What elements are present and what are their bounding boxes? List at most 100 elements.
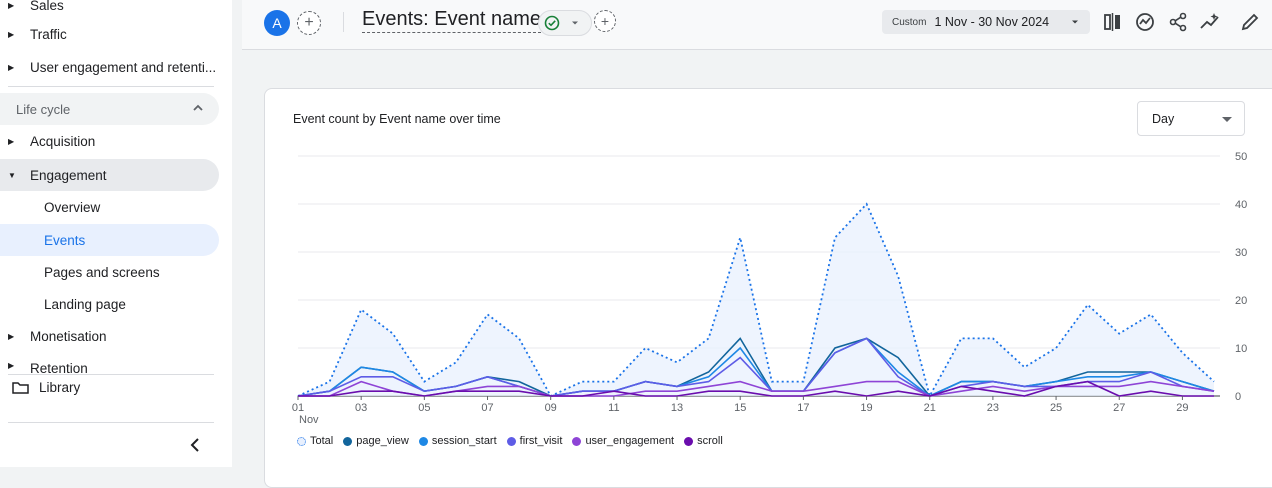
legend-swatch	[297, 436, 306, 446]
sidebar-item-user-engagement[interactable]: ▶ User engagement and retenti...	[0, 51, 216, 83]
x-tick-label: 05	[418, 402, 430, 414]
series-area-total	[298, 204, 1214, 396]
status-chip[interactable]	[538, 10, 592, 36]
x-tick-label: 27	[1113, 402, 1125, 414]
series-line-total	[297, 202, 1215, 399]
line-chart[interactable]: 0 10 20 30 40 50 01 03 05 07 09 11 13 15 17 19 21 23 25 27…	[265, 89, 1272, 434]
chart-legend: Total page_view session_start first_visit us…	[297, 435, 733, 447]
folder-icon	[12, 381, 29, 394]
dropdown-arrow-icon	[1222, 117, 1232, 122]
y-tick-label: 30	[1235, 247, 1247, 259]
legend-label: user_engagement	[585, 435, 675, 447]
legend-label: page_view	[356, 435, 409, 447]
x-tick-label: 25	[1050, 402, 1062, 414]
legend-swatch	[506, 436, 516, 446]
legend-swatch	[572, 436, 582, 446]
add-filter-button[interactable]: +	[594, 10, 616, 32]
legend-item[interactable]: session_start	[418, 435, 497, 447]
y-tick-label: 50	[1235, 151, 1247, 163]
sidebar-item-acquisition[interactable]: ▶ Acquisition	[0, 125, 95, 157]
sidebar-divider	[8, 374, 214, 375]
caret-right-icon: ▶	[8, 331, 15, 341]
legend-label: scroll	[697, 435, 723, 447]
sidebar-item-retention[interactable]: ▶ Retention	[0, 353, 88, 373]
collapse-sidebar-icon[interactable]	[188, 436, 202, 454]
sidebar-item-monetisation[interactable]: ▶ Monetisation	[0, 320, 107, 352]
sidebar-item-label: Pages and screens	[44, 264, 160, 280]
dropdown-arrow-icon	[1072, 20, 1078, 24]
sidebar-item-label: Traffic	[30, 26, 67, 42]
x-tick-label: 13	[671, 402, 683, 414]
sidebar-item-events[interactable]: Events	[0, 224, 219, 256]
edit-pencil-icon[interactable]	[1239, 11, 1261, 33]
x-tick-label: 11	[608, 402, 619, 414]
sidebar-item-traffic[interactable]: ▶ Traffic	[0, 18, 67, 50]
sidebar-item-label: Retention	[30, 361, 88, 373]
y-axis: 0 10 20 30 40 50	[1235, 151, 1247, 403]
sidebar-item-pages-and-screens[interactable]: Pages and screens	[0, 256, 219, 288]
compare-icon[interactable]	[1102, 11, 1124, 33]
share-icon[interactable]	[1167, 11, 1189, 33]
legend-swatch	[684, 436, 694, 446]
date-range-picker[interactable]: Custom 1 Nov - 30 Nov 2024	[882, 10, 1090, 34]
sidebar-divider	[8, 86, 214, 87]
add-comparison-button[interactable]: +	[297, 11, 321, 35]
caret-down-icon: ▼	[8, 170, 16, 180]
sidebar-item-label: Landing page	[44, 296, 126, 312]
x-tick-label: 17	[797, 402, 809, 414]
header-divider	[343, 12, 344, 32]
check-circle-icon	[544, 15, 560, 31]
sidebar-item-label: Monetisation	[30, 328, 107, 344]
sidebar-item-engagement[interactable]: ▼ Engagement	[0, 159, 107, 191]
y-tick-label: 40	[1235, 199, 1247, 211]
legend-item[interactable]: scroll	[684, 435, 723, 447]
dropdown-arrow-icon	[572, 21, 578, 25]
plus-icon: +	[304, 14, 314, 31]
sidebar-item-sales[interactable]: ▶ Sales	[0, 0, 64, 21]
sidebar-item-engagement-bg	[0, 159, 219, 191]
x-sub-label: Nov	[299, 414, 319, 426]
caret-right-icon: ▶	[8, 29, 15, 39]
insights-icon[interactable]	[1134, 11, 1156, 33]
section-header-life-cycle[interactable]: Life cycle	[0, 93, 219, 125]
date-range-value: 1 Nov - 30 Nov 2024	[934, 15, 1050, 29]
caret-right-icon: ▶	[8, 62, 15, 72]
y-tick-label: 0	[1235, 391, 1241, 403]
x-tick-label: 21	[924, 402, 936, 414]
legend-item[interactable]: first_visit	[506, 435, 563, 447]
y-tick-label: 10	[1235, 343, 1247, 355]
trend-sparkle-icon[interactable]	[1199, 11, 1221, 33]
granularity-select[interactable]: Day	[1137, 101, 1245, 136]
avatar[interactable]: A	[264, 10, 290, 36]
chart-card: Event count by Event name over time Day …	[264, 88, 1272, 488]
granularity-value: Day	[1152, 111, 1175, 126]
caret-right-icon: ▶	[8, 361, 15, 370]
sidebar-item-label: Library	[39, 380, 81, 395]
sidebar-item-label: Engagement	[30, 167, 107, 183]
legend-label: session_start	[431, 435, 497, 447]
legend-swatch	[418, 436, 428, 446]
sidebar-item-landing-page[interactable]: Landing page	[0, 288, 219, 320]
legend-item[interactable]: page_view	[343, 435, 409, 447]
sidebar-item-label: User engagement and retenti...	[30, 59, 217, 75]
x-axis: 01 03 05 07 09 11 13 15 17 19 21 23 25 27 29 Nov	[292, 396, 1189, 426]
section-label: Life cycle	[16, 101, 71, 117]
sidebar-item-label: Events	[44, 232, 86, 248]
avatar-letter: A	[272, 15, 282, 31]
sidebar-item-overview[interactable]: Overview	[0, 191, 219, 223]
legend-label: Total	[310, 435, 334, 447]
chart-lines	[297, 202, 1215, 399]
sidebar-item-label: Sales	[30, 0, 64, 13]
legend-item[interactable]: Total	[297, 435, 333, 447]
legend-label: first_visit	[519, 435, 563, 447]
x-tick-label: 19	[860, 402, 872, 414]
x-tick-label: 15	[734, 402, 746, 414]
x-tick-label: 03	[355, 402, 367, 414]
page-title[interactable]: Events: Event name	[362, 8, 541, 33]
x-tick-label: 23	[987, 402, 999, 414]
caret-right-icon: ▶	[8, 0, 15, 10]
sidebar-item-library[interactable]: Library	[12, 380, 80, 395]
legend-item[interactable]: user_engagement	[572, 435, 674, 447]
legend-swatch	[343, 436, 353, 446]
y-tick-label: 20	[1235, 295, 1247, 307]
